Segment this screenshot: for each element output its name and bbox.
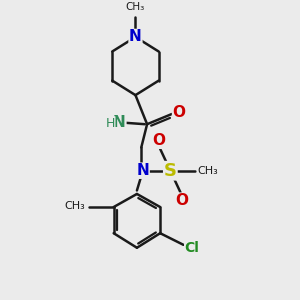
Text: CH₃: CH₃ [126, 2, 145, 12]
Text: N: N [129, 29, 142, 44]
Text: S: S [164, 162, 177, 180]
Text: O: O [172, 105, 186, 120]
Text: O: O [152, 133, 165, 148]
Text: CH₃: CH₃ [65, 202, 85, 212]
Text: N: N [113, 115, 126, 130]
Text: CH₃: CH₃ [197, 166, 218, 176]
Text: O: O [176, 193, 188, 208]
Text: H: H [106, 117, 115, 130]
Text: N: N [136, 163, 149, 178]
Text: Cl: Cl [185, 241, 200, 255]
